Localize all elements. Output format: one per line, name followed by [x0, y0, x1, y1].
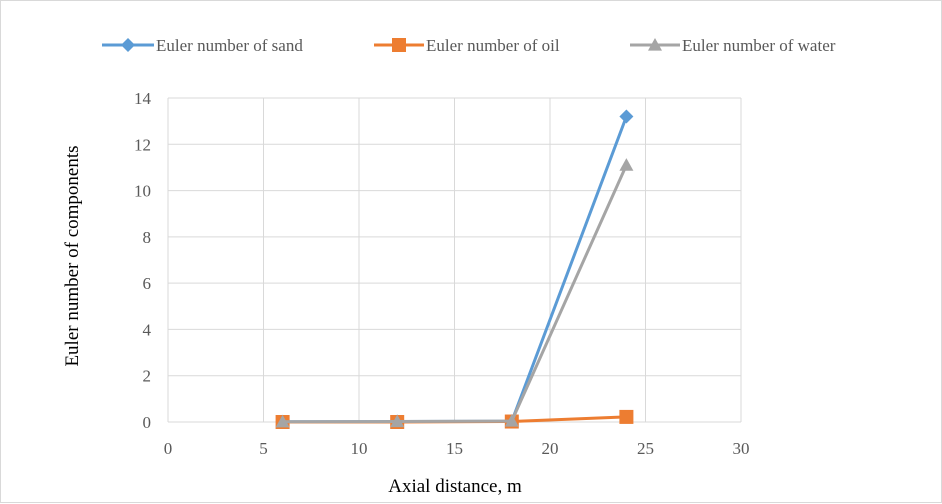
legend: Euler number of sand Euler number of oil E…	[102, 36, 836, 55]
y-tick-label: 12	[134, 135, 151, 154]
x-tick-label: 0	[164, 439, 173, 458]
triangle-marker	[275, 414, 290, 428]
y-tick-label: 4	[143, 320, 152, 339]
x-axis-label: Axial distance, m	[388, 476, 522, 497]
series-line	[282, 164, 628, 424]
legend-label: Euler number of oil	[426, 36, 560, 55]
y-tick-label: 6	[143, 274, 152, 293]
series-2	[275, 158, 634, 428]
legend-label: Euler number of sand	[156, 36, 303, 55]
square-marker	[392, 38, 406, 52]
y-tick-label: 2	[143, 367, 152, 386]
legend-label: Euler number of water	[682, 36, 836, 55]
legend-item: Euler number of water	[630, 36, 836, 55]
y-tick-label: 8	[143, 228, 152, 247]
gridlines	[167, 97, 742, 423]
x-tick-label: 15	[446, 439, 463, 458]
x-tick-label: 20	[542, 439, 559, 458]
x-tick-label: 30	[733, 439, 750, 458]
x-tick-label: 10	[351, 439, 368, 458]
y-tick-label: 10	[134, 182, 151, 201]
diamond-marker	[121, 38, 135, 52]
y-tick-label: 14	[134, 89, 152, 108]
triangle-marker	[619, 158, 634, 171]
y-tick-label: 0	[143, 413, 152, 432]
triangle-marker	[390, 414, 405, 428]
triangle-marker	[504, 414, 519, 427]
diamond-marker	[619, 109, 634, 124]
triangle-marker	[648, 38, 662, 51]
x-tick-label: 25	[637, 439, 654, 458]
tick-labels: 0 2 4 6 8 10 12 14 0 5 10 15 20 25 30	[134, 89, 750, 458]
legend-item: Euler number of oil	[374, 36, 560, 55]
series-layer	[275, 109, 634, 429]
x-tick-label: 5	[259, 439, 268, 458]
square-marker	[619, 409, 634, 424]
y-axis-label: Euler number of components	[62, 145, 83, 366]
legend-item: Euler number of sand	[102, 36, 303, 55]
